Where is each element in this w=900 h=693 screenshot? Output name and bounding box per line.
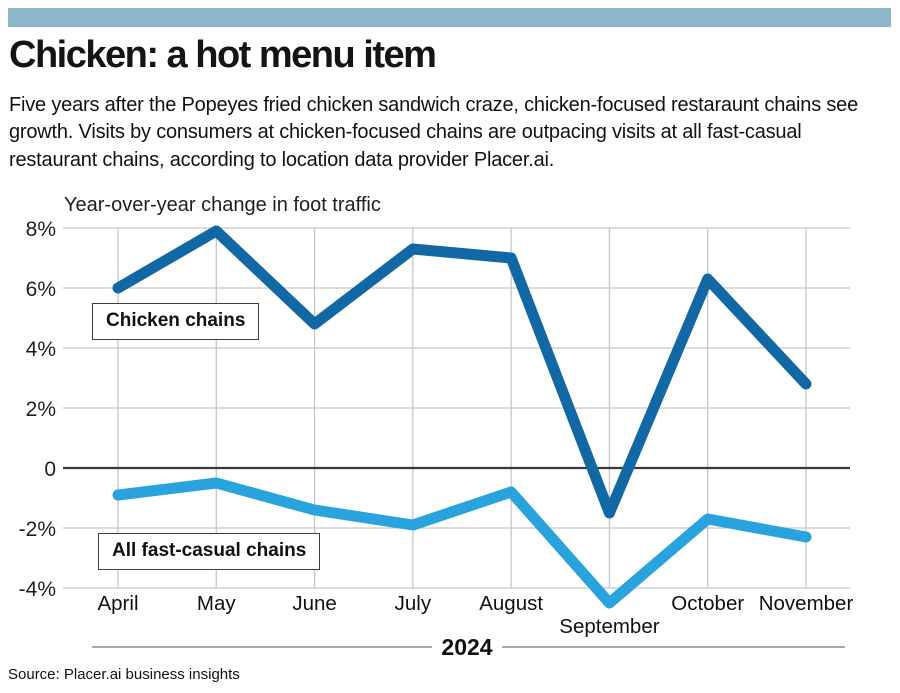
- x-tick-label-november: November: [759, 592, 854, 615]
- x-tick-label-may: May: [197, 592, 236, 615]
- series-label-chicken-chains: Chicken chains: [92, 303, 260, 340]
- y-tick-label-0: 0: [44, 458, 56, 481]
- page-title: Chicken: a hot menu item: [9, 34, 437, 76]
- x-tick-label-july: July: [395, 592, 432, 615]
- chart-subtitle: Year-over-year change in foot traffic: [64, 194, 381, 216]
- chart-description: Five years after the Popeyes fried chick…: [9, 94, 859, 171]
- x-tick-label-october: October: [671, 592, 744, 615]
- x-tick-label-september: September: [559, 615, 659, 638]
- y-tick-label--4%: -4%: [19, 578, 56, 601]
- x-tick-label-april: April: [97, 592, 138, 615]
- y-tick-label-8%: 8%: [26, 218, 56, 241]
- y-tick-label-6%: 6%: [26, 278, 56, 301]
- y-tick-label-2%: 2%: [26, 398, 56, 421]
- x-tick-label-june: June: [292, 592, 336, 615]
- y-tick-label-4%: 4%: [26, 338, 56, 361]
- source-attribution: Source: Placer.ai business insights: [8, 666, 240, 683]
- y-tick-label--2%: -2%: [19, 518, 56, 541]
- series-label-fast-casual-chains: All fast-casual chains: [98, 533, 321, 570]
- x-axis-year-label: 2024: [441, 634, 492, 660]
- series-line-all-fast-casual-chains: [112, 477, 812, 609]
- series-line-chicken-chains: [112, 225, 812, 519]
- header-accent-bar: [8, 8, 891, 27]
- x-tick-label-august: August: [479, 592, 543, 615]
